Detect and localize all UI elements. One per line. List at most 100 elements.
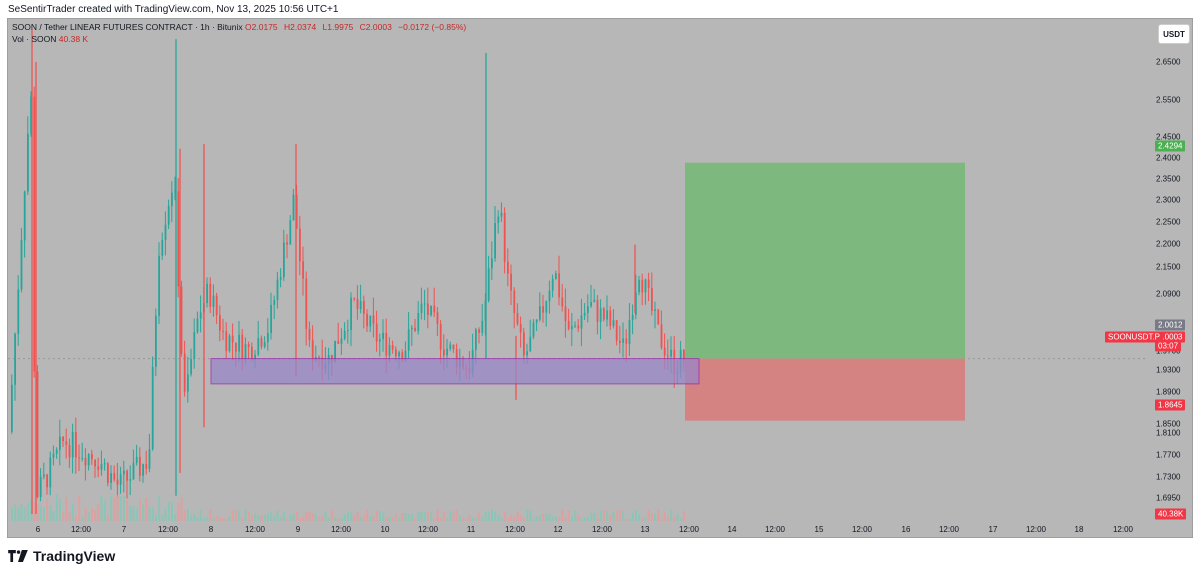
candle-body [113, 473, 116, 480]
volume-bar [206, 516, 209, 521]
candle-body [641, 279, 644, 293]
candle-body [135, 456, 138, 463]
volume-bar [545, 514, 548, 521]
candle-body [481, 320, 484, 333]
candle-body [625, 338, 628, 344]
candle-body [599, 308, 602, 322]
candle-body [587, 306, 589, 313]
volume-bar [523, 517, 525, 521]
candle-body [532, 322, 535, 337]
volume-bar [315, 514, 317, 521]
volume-bar [555, 516, 557, 521]
volume-bar [327, 518, 330, 521]
volume-bar [113, 496, 116, 521]
plot-area[interactable]: SOON / Tether LINEAR FUTURES CONTRACT · … [8, 19, 1147, 521]
candle-body [267, 333, 269, 343]
candle-body [430, 305, 432, 316]
volume-bar [455, 509, 458, 521]
candle-body [603, 308, 605, 320]
price-tick: 1.9300 [1156, 365, 1181, 375]
volume-bar [583, 517, 586, 521]
candle-body [558, 273, 560, 298]
tradingview-branding[interactable]: TradingView [8, 548, 115, 564]
candle-body [110, 473, 112, 483]
candle-body [551, 279, 554, 291]
time-tick: 12:00 [244, 525, 266, 534]
volume-bar [129, 505, 132, 521]
candle-body [164, 224, 167, 240]
candle-body [75, 432, 77, 458]
symbol-legend[interactable]: SOON / Tether LINEAR FUTURES CONTRACT · … [12, 22, 470, 32]
volume-bar [622, 511, 625, 521]
ohlc-values: O2.0175 H2.0374 L1.9975 C2.0003 −0.0172 … [245, 22, 470, 32]
candle-body [23, 191, 26, 241]
volume-bar [167, 501, 170, 521]
time-axis[interactable]: 6 12:00 7 12:00 8 12:00 9 12:00 10 12:00… [8, 521, 1147, 539]
price-tick: 1.6950 [1156, 493, 1181, 503]
volume-bar [295, 511, 298, 521]
volume-bar [142, 504, 145, 521]
brand-name: TradingView [33, 548, 116, 564]
candle-body [97, 466, 100, 470]
volume-bar [590, 512, 593, 521]
volume-bar [273, 516, 276, 521]
volume-legend[interactable]: Vol · SOON 40.38 K [12, 34, 88, 44]
candle-body [372, 315, 375, 324]
candle-body [369, 315, 372, 327]
candle-body [36, 371, 39, 497]
candle-body [507, 261, 509, 274]
candle-body [228, 335, 231, 351]
candle-body [475, 329, 477, 350]
candle-body [427, 303, 429, 316]
candle-body [619, 340, 621, 343]
price-tick: 1.7700 [1156, 450, 1181, 460]
currency-button[interactable]: USDT [1158, 24, 1190, 44]
volume-bar [30, 500, 33, 521]
volume-label: Vol · SOON [12, 34, 57, 44]
volume-bar [452, 512, 455, 521]
candle-body [567, 321, 570, 330]
volume-bar [532, 518, 535, 521]
candle-body [663, 347, 666, 356]
price-chart[interactable] [8, 19, 1147, 521]
volume-bar [526, 509, 529, 521]
chart-frame[interactable]: SOON / Tether LINEAR FUTURES CONTRACT · … [7, 18, 1193, 538]
volume-bar [542, 514, 545, 521]
time-tick: 13 [640, 525, 650, 534]
price-axis[interactable]: 2.6500 2.5500 2.4500 2.4000 2.3500 2.300… [1147, 19, 1194, 521]
candle-body [279, 277, 282, 280]
volume-bar [33, 502, 36, 521]
candle-body [17, 289, 20, 334]
volume-bar [491, 509, 493, 521]
time-tick: 10 [380, 525, 390, 534]
candle-body [359, 301, 362, 310]
volume-bar [334, 517, 337, 521]
candle-body [302, 261, 304, 279]
support-zone [210, 358, 700, 385]
symbol-title: SOON / Tether LINEAR FUTURES CONTRACT · … [12, 22, 243, 32]
candle-body [516, 313, 519, 324]
volume-bar [81, 516, 84, 521]
candle-body [571, 326, 573, 330]
price-tick: 2.0900 [1156, 289, 1181, 299]
candle-body [209, 283, 212, 307]
volume-bar [433, 518, 436, 521]
candle-body [139, 456, 141, 476]
candle-body [487, 268, 490, 301]
volume-bar [174, 513, 177, 521]
candle-body [308, 328, 311, 340]
candle-body [180, 286, 183, 354]
candle-body [628, 320, 631, 344]
volume-bar [660, 518, 663, 521]
volume-bar [283, 511, 285, 521]
open-value: O2.0175 [245, 22, 278, 32]
candle-body [254, 354, 256, 360]
volume-bar [356, 511, 359, 521]
volume-bar [75, 515, 77, 521]
candle-body [225, 331, 228, 351]
volume-bar [39, 504, 42, 521]
volume-bar [151, 507, 154, 521]
volume-bar [414, 517, 417, 521]
volume-bar [516, 511, 519, 521]
volume-bar [350, 512, 353, 521]
